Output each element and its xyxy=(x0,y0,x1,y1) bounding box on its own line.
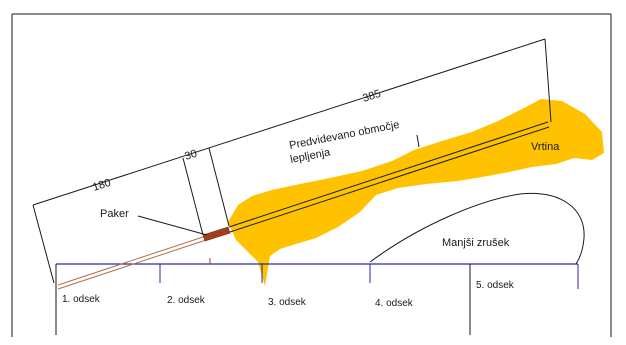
borehole-line xyxy=(229,126,550,233)
section-label: 3. odsek xyxy=(268,297,307,308)
section-label: 5. odsek xyxy=(476,280,515,291)
collapse-outline xyxy=(369,192,585,265)
paker-leader xyxy=(137,215,208,236)
grout-gap xyxy=(388,224,398,238)
dimension-extension xyxy=(544,38,552,123)
dimension-extension xyxy=(416,134,420,148)
pipe-line xyxy=(57,235,207,286)
packer-label: Paker xyxy=(100,208,129,220)
dimension-middle-label: 30 xyxy=(183,148,198,163)
dimension-extension xyxy=(32,204,55,284)
collapse-label: Manjši zrušek xyxy=(442,237,510,249)
pipe-line xyxy=(57,239,207,290)
dimension-line-total xyxy=(32,38,546,206)
area-label-line1: Predvidevano območje xyxy=(288,119,400,152)
packer xyxy=(202,226,231,242)
section-label: 2. odsek xyxy=(167,295,206,306)
section-label: 1. odsek xyxy=(62,294,101,305)
dimension-extension xyxy=(208,147,230,227)
section-label: 4. odsek xyxy=(375,298,414,309)
dimension-extension xyxy=(182,157,204,236)
grout-area xyxy=(228,99,604,286)
borehole-label: Vrtina xyxy=(531,141,560,153)
borehole-line xyxy=(228,121,549,228)
dimension-total-label: 385 xyxy=(361,88,382,105)
dimension-left-label: 180 xyxy=(91,177,112,194)
